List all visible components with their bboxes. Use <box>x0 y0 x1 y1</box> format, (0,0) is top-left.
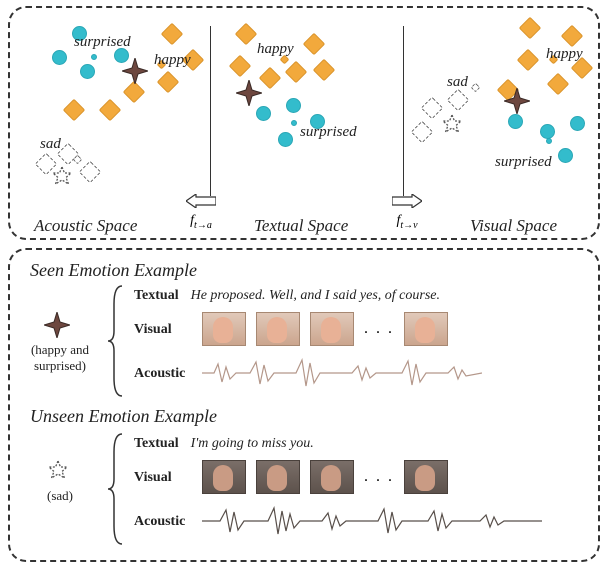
unseen-thumbs: . . . <box>202 460 448 494</box>
surprised-centroid-visual <box>546 138 552 144</box>
label-sad-acoustic: sad <box>40 136 61 153</box>
divider-line-2 <box>403 26 404 196</box>
surprised-point-textual <box>256 106 271 121</box>
surprised-point-visual <box>570 116 585 131</box>
happy-point-acoustic <box>157 71 180 94</box>
surprised-point-visual <box>508 114 523 129</box>
unseen-frame <box>202 460 246 494</box>
surprised-point-acoustic <box>80 64 95 79</box>
ellipsis: . . . <box>364 320 394 338</box>
sad-point-visual <box>447 89 470 112</box>
label-happy-visual: happy <box>546 46 583 63</box>
query-star-visual <box>504 88 530 114</box>
ellipsis: . . . <box>364 468 394 486</box>
seen-acoustic-label: Acoustic <box>134 366 185 382</box>
seen-textual-row: Textual He proposed. Well, and I said ye… <box>134 286 440 304</box>
happy-point-textual <box>303 33 326 56</box>
feature-space-panel: ft→a ft→v surprised happy sad <box>8 6 600 240</box>
arrow-tv-group: ft→v <box>392 194 422 231</box>
surprised-point-visual <box>540 124 555 139</box>
surprised-centroid-textual <box>291 120 297 126</box>
seen-caption: (happy and surprised) <box>20 342 100 374</box>
textual-label: Textual <box>134 436 179 451</box>
sad-star-acoustic <box>50 166 74 190</box>
label-surprised-acoustic: surprised <box>74 34 131 51</box>
happy-point-acoustic <box>63 99 86 122</box>
unseen-star-icon <box>46 460 70 484</box>
sad-centroid-visual <box>471 83 481 93</box>
happy-point-textual <box>313 59 336 82</box>
happy-point-acoustic <box>99 99 122 122</box>
label-happy-textual: happy <box>257 41 294 58</box>
seen-visual-label: Visual <box>134 322 172 338</box>
unseen-textual-row: Textual I'm going to miss you. <box>134 434 314 452</box>
happy-point-textual <box>229 55 252 78</box>
sad-point-acoustic <box>79 161 102 184</box>
happy-point-acoustic <box>161 23 184 46</box>
unseen-frame <box>404 460 448 494</box>
query-star-textual <box>236 80 262 106</box>
surprised-point-textual <box>286 98 301 113</box>
happy-point-textual <box>285 61 308 84</box>
unseen-title: Unseen Emotion Example <box>30 406 217 427</box>
unseen-visual-label: Visual <box>134 470 172 486</box>
surprised-centroid-acoustic <box>91 54 97 60</box>
textual-value: He proposed. Well, and I said yes, of co… <box>191 288 440 303</box>
fn-ta-label: ft→a <box>190 213 212 228</box>
happy-point-visual <box>519 17 542 40</box>
seen-frame <box>202 312 246 346</box>
seen-frame <box>256 312 300 346</box>
surprised-point-textual <box>278 132 293 147</box>
unseen-brace-icon <box>106 432 126 546</box>
arrow-ta-group: ft→a <box>186 194 216 231</box>
unseen-acoustic-label: Acoustic <box>134 514 185 530</box>
seen-title: Seen Emotion Example <box>30 260 197 281</box>
label-surprised-textual: surprised <box>300 124 357 141</box>
textual-label: Textual <box>134 288 179 303</box>
sad-point-visual <box>411 121 434 144</box>
label-happy-acoustic: happy <box>154 52 191 69</box>
seen-frame <box>404 312 448 346</box>
label-surprised-visual: surprised <box>495 154 552 171</box>
unseen-frame <box>256 460 300 494</box>
happy-point-acoustic <box>123 81 146 104</box>
arrow-right-icon <box>392 194 422 208</box>
arrow-left-icon <box>186 194 216 208</box>
seen-thumbs: . . . <box>202 312 448 346</box>
seen-brace-icon <box>106 284 126 398</box>
happy-point-textual <box>259 67 282 90</box>
visual-space-label: Visual Space <box>470 216 557 236</box>
seen-waveform <box>202 358 482 388</box>
textual-value: I'm going to miss you. <box>191 436 314 451</box>
happy-point-textual <box>235 23 258 46</box>
surprised-point-visual <box>558 148 573 163</box>
divider-line-1 <box>210 26 211 196</box>
sad-centroid-acoustic <box>73 155 83 165</box>
label-sad-visual: sad <box>447 74 468 91</box>
seen-star-icon <box>44 312 70 338</box>
fn-tv-label: ft→v <box>396 213 417 228</box>
acoustic-space-label: Acoustic Space <box>34 216 137 236</box>
examples-panel: Seen Emotion Example (happy and surprise… <box>8 248 600 562</box>
surprised-point-acoustic <box>52 50 67 65</box>
seen-frame <box>310 312 354 346</box>
unseen-caption: (sad) <box>32 488 88 504</box>
happy-point-visual <box>517 49 540 72</box>
sad-star-visual <box>440 114 464 138</box>
query-star-acoustic <box>122 58 148 84</box>
unseen-frame <box>310 460 354 494</box>
happy-point-visual <box>561 25 584 48</box>
textual-space-label: Textual Space <box>254 216 348 236</box>
happy-point-visual <box>547 73 570 96</box>
unseen-waveform <box>202 506 542 536</box>
